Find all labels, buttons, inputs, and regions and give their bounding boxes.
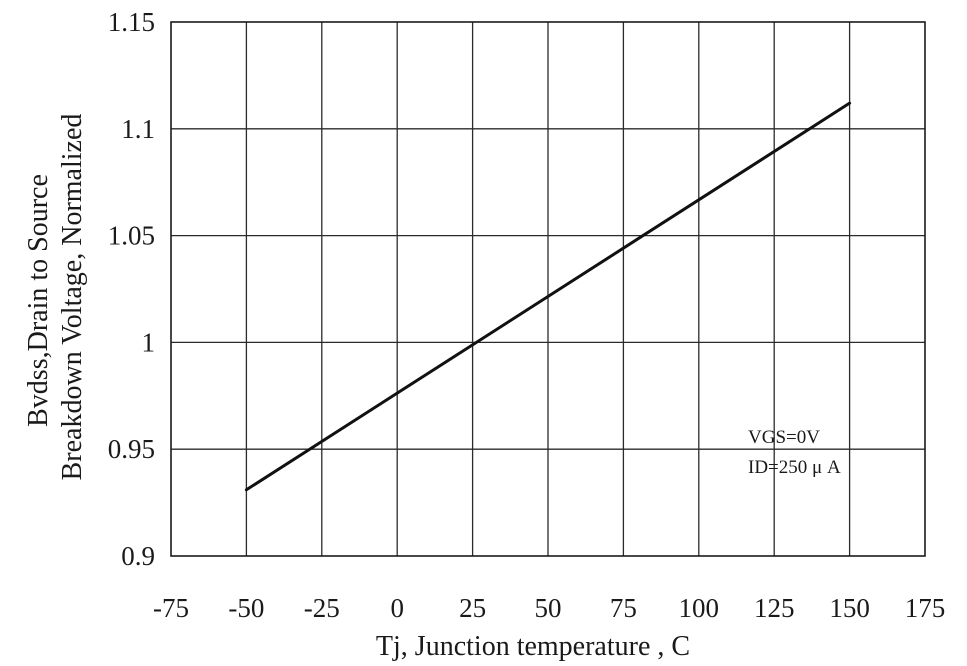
y-tick-label: 0.95 (108, 434, 155, 464)
y-tick-label: 1.05 (108, 221, 155, 251)
y-tick-label: 1 (142, 327, 156, 357)
x-tick-label: 75 (610, 593, 637, 623)
x-tick-label: -75 (153, 593, 189, 623)
x-tick-label: 100 (679, 593, 720, 623)
annotation-vgs: VGS=0V (748, 427, 820, 448)
series-group (244, 101, 852, 492)
y-tick-labels: 0.9 0.95 1 1.05 1.1 1.15 (108, 7, 155, 571)
x-tick-label: 50 (535, 593, 562, 623)
x-tick-labels: -75 -50 -25 0 25 50 75 100 125 150 175 (153, 593, 945, 623)
x-tick-label: 175 (905, 593, 946, 623)
x-tick-label: 0 (390, 593, 404, 623)
plot-frame (170, 21, 926, 557)
y-tick-label: 0.9 (121, 541, 155, 571)
x-tick-label: 25 (459, 593, 486, 623)
x-tick-label: -50 (228, 593, 264, 623)
annotation-box: VGS=0V ID=250 μ A (748, 427, 841, 478)
y-axis-title-line-2: Breakdown Voltage, Normalized (57, 114, 88, 481)
x-axis-title: Tj, Junction temperature , C (376, 631, 690, 662)
series-line (244, 101, 852, 492)
x-tick-label: 150 (829, 593, 870, 623)
annotation-id: ID=250 μ A (748, 457, 841, 478)
y-axis-title-line-1: Bvdss,Drain to Source (23, 174, 54, 427)
x-tick-label: -25 (304, 593, 340, 623)
y-tick-label: 1.1 (121, 114, 155, 144)
grid (171, 22, 925, 556)
x-tick-label: 125 (754, 593, 795, 623)
y-axis-title: Bvdss,Drain to Source Breakdown Voltage,… (23, 114, 88, 481)
y-tick-label: 1.15 (108, 7, 155, 37)
